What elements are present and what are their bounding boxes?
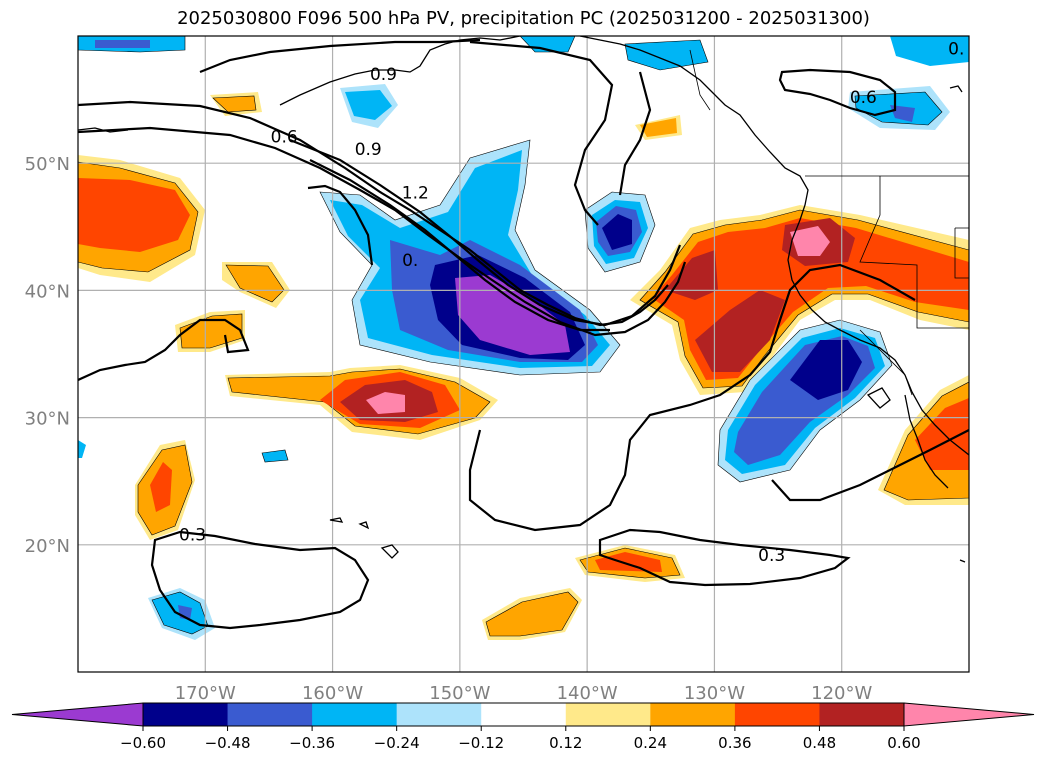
pv-contour-labels: 0.9 0.6 0.9 1.2 0. 0.6 0.3 0.3 0.: [179, 40, 964, 566]
longitude-tick-label: 150°W: [429, 683, 490, 704]
map-frame: [77, 35, 970, 673]
colorbar-tick-label: 0.24: [634, 734, 667, 752]
colorbar-segment: [650, 703, 736, 726]
colorbar-segment: [396, 703, 482, 726]
colorbar-tick-label: −0.48: [205, 734, 251, 752]
colorbar-extend-low: [11, 702, 144, 727]
colorbar-extend-high: [903, 702, 1035, 727]
grid-lines: [78, 36, 969, 672]
colorbar-tick-label: 0.36: [718, 734, 751, 752]
pv-contours: [78, 38, 969, 630]
longitude-tick-label: 160°W: [302, 683, 363, 704]
latitude-tick-label: 50°N: [25, 154, 70, 175]
colorbar-frame: [142, 702, 905, 727]
colorbar-tick-label: 0.60: [887, 734, 920, 752]
coastlines: [78, 36, 969, 563]
latitude-tick-label: 20°N: [25, 536, 70, 557]
colorbar-segment: [143, 703, 229, 726]
pv-contour-label: 0.9: [355, 140, 382, 160]
colorbar-segment: [312, 703, 398, 726]
colorbar-segment: [734, 703, 820, 726]
pv-contour-label: 1.2: [402, 183, 429, 203]
colorbar-tick-label: −0.12: [458, 734, 504, 752]
colorbar-segment: [819, 703, 905, 726]
latitude-tick-label: 40°N: [25, 281, 70, 302]
colorbar-segment: [481, 703, 567, 726]
pv-contour-label: 0.: [948, 40, 964, 60]
colorbar: −0.60 −0.48 −0.36 −0.24 −0.12 0.12 0.24 0.36 0.4…: [11, 702, 1035, 752]
longitude-tick-label: 130°W: [684, 683, 745, 704]
pv-contour-label: 0.3: [758, 546, 785, 566]
latitude-ticks: 20°N 30°N 40°N 50°N: [25, 154, 70, 557]
longitude-tick-label: 120°W: [811, 683, 872, 704]
colorbar-tick-label: 0.12: [549, 734, 582, 752]
colorbar-segment: [227, 703, 313, 726]
pv-contour-label: 0.: [402, 251, 418, 271]
map-title: 2025030800 F096 500 hPa PV, precipitatio…: [177, 8, 870, 29]
pv-contour-label: 0.9: [370, 65, 397, 85]
colorbar-tick-label: 0.48: [803, 734, 836, 752]
colorbar-tick-label: −0.24: [374, 734, 420, 752]
precipitation-shading: [78, 36, 969, 640]
colorbar-segment: [565, 703, 651, 726]
pv-contour-label: 0.6: [850, 88, 877, 108]
pv-contour-label: 0.3: [179, 526, 206, 546]
colorbar-tick-label: −0.60: [120, 734, 166, 752]
longitude-tick-label: 140°W: [557, 683, 618, 704]
country-borders: [689, 49, 969, 396]
longitude-ticks: 170°W 160°W 150°W 140°W 130°W 120°W: [175, 683, 873, 704]
colorbar-tick-label: −0.36: [289, 734, 335, 752]
longitude-tick-label: 170°W: [175, 683, 236, 704]
pv-contour-label: 0.6: [271, 127, 298, 147]
latitude-tick-label: 30°N: [25, 409, 70, 430]
